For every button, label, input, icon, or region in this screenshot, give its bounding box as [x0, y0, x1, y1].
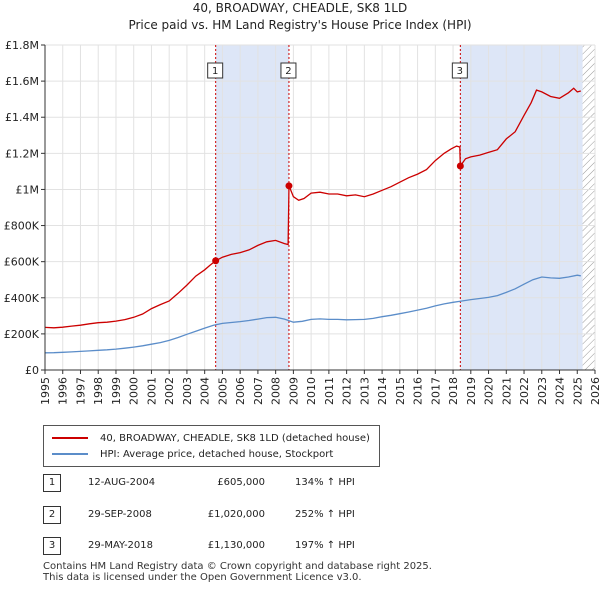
shaded-period-2 — [460, 45, 583, 370]
x-tick-label: 1998 — [92, 377, 105, 405]
sale-label-3: 3 — [457, 66, 463, 77]
x-tick-label: 2022 — [518, 377, 531, 405]
y-tick-label: £600K — [4, 256, 40, 269]
sale-label-2: 2 — [285, 66, 291, 77]
legend-label-hpi: HPI: Average price, detached house, Stoc… — [100, 448, 334, 460]
sale-badge-2: 2 — [43, 506, 61, 524]
sale-price-1: £605,000 — [217, 477, 265, 488]
x-tick-label: 2017 — [429, 377, 442, 405]
x-tick-label: 2004 — [199, 377, 212, 405]
x-tick-label: 2001 — [145, 377, 158, 405]
sale-row-2: 2 29-SEP-2008 £1,020,000 252% ↑ HPI — [0, 506, 600, 526]
legend-item-hpi: HPI: Average price, detached house, Stoc… — [52, 446, 333, 462]
sale-point-1 — [212, 257, 220, 265]
x-tick-label: 2021 — [500, 377, 513, 405]
x-tick-label: 2000 — [128, 377, 141, 405]
x-tick-label: 1997 — [74, 377, 87, 405]
y-tick-label: £1.2M — [5, 147, 39, 160]
x-tick-label: 2024 — [554, 377, 567, 405]
x-tick-label: 2012 — [341, 377, 354, 405]
sale-hpi-1: 134% ↑ HPI — [295, 477, 355, 488]
sale-label-1: 1 — [212, 66, 218, 77]
x-tick-label: 2013 — [358, 377, 371, 405]
forecast-hatch — [582, 45, 595, 370]
footer-copyright: Contains HM Land Registry data © Crown c… — [43, 561, 432, 572]
y-tick-label: £1.8M — [5, 39, 39, 52]
x-tick-label: 2011 — [323, 377, 336, 405]
sale-badge-1: 1 — [43, 474, 61, 492]
legend-swatch-property — [52, 437, 88, 439]
x-tick-label: 2003 — [181, 377, 194, 405]
property-series-line — [45, 87, 581, 329]
hpi-series-line — [45, 274, 581, 354]
sale-row-1: 1 12-AUG-2004 £605,000 134% ↑ HPI — [0, 474, 600, 494]
chart-title: 40, BROADWAY, CHEADLE, SK8 1LD — [192, 1, 408, 15]
sale-price-2: £1,020,000 — [207, 509, 265, 520]
sale-label-box-3 — [451, 62, 468, 79]
y-tick-label: £1M — [16, 183, 40, 196]
x-tick-label: 2007 — [252, 377, 265, 405]
sale-date-1: 12-AUG-2004 — [88, 477, 156, 488]
footer-licence: This data is licensed under the Open Gov… — [43, 572, 362, 583]
x-tick-label: 2025 — [571, 377, 584, 405]
x-tick-label: 1999 — [110, 377, 123, 405]
x-tick-label: 2010 — [305, 377, 318, 405]
x-tick-label: 2019 — [465, 377, 478, 405]
y-tick-label: £400K — [4, 292, 40, 305]
legend-label-property: 40, BROADWAY, CHEADLE, SK8 1LD (detached… — [100, 432, 370, 444]
x-tick-label: 2026 — [589, 377, 600, 405]
x-tick-label: 2006 — [234, 377, 247, 405]
sale-label-box-1 — [207, 62, 224, 79]
sale-hpi-3: 197% ↑ HPI — [295, 540, 355, 551]
x-tick-label: 2005 — [216, 377, 229, 405]
shaded-period-1 — [215, 45, 289, 370]
sale-point-2 — [285, 182, 293, 190]
y-tick-label: £800K — [4, 220, 40, 233]
sale-label-box-2 — [280, 62, 297, 79]
y-tick-label: £1.6M — [5, 75, 39, 88]
x-tick-label: 2002 — [163, 377, 176, 405]
sale-price-3: £1,130,000 — [207, 540, 265, 551]
x-tick-label: 1995 — [39, 377, 52, 405]
x-tick-label: 2023 — [536, 377, 549, 405]
x-tick-label: 2014 — [376, 377, 389, 405]
x-tick-label: 2018 — [447, 377, 460, 405]
sale-badge-3: 3 — [43, 537, 61, 555]
x-tick-label: 2020 — [483, 377, 496, 405]
x-tick-label: 2015 — [394, 377, 407, 405]
y-tick-label: £1.4M — [5, 111, 39, 124]
sale-row-3: 3 29-MAY-2018 £1,130,000 197% ↑ HPI — [0, 537, 600, 557]
sale-date-3: 29-MAY-2018 — [88, 540, 154, 551]
y-tick-label: £0 — [25, 364, 39, 377]
chart-subtitle: Price paid vs. HM Land Registry's House … — [128, 18, 472, 32]
x-tick-label: 2009 — [287, 377, 300, 405]
legend-item-property: 40, BROADWAY, CHEADLE, SK8 1LD (detached… — [52, 430, 370, 446]
price-chart: 1 2 3 £0 £200K £400K £600K £800K £1M £1.2M £1.4M £… — [4, 39, 600, 405]
sale-date-2: 29-SEP-2008 — [88, 509, 152, 520]
legend-swatch-hpi — [52, 453, 88, 455]
sale-point-3 — [456, 162, 464, 170]
x-tick-label: 2016 — [412, 377, 425, 405]
sale-hpi-2: 252% ↑ HPI — [295, 509, 355, 520]
x-tick-label: 1996 — [57, 377, 70, 405]
legend: 40, BROADWAY, CHEADLE, SK8 1LD (detached… — [43, 425, 380, 467]
x-tick-label: 2008 — [270, 377, 283, 405]
y-tick-label: £200K — [4, 328, 40, 341]
